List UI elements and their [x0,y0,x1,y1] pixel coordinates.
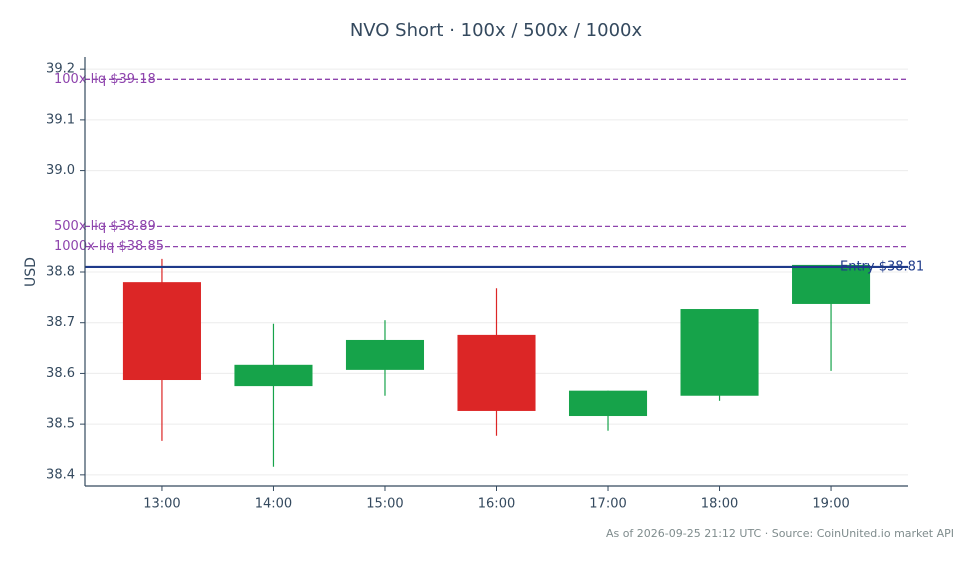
y-tick-label: 38.8 [46,265,75,280]
x-tick-label: 15:00 [366,497,403,512]
y-tick-label: 38.5 [46,417,75,432]
candle-body [457,334,536,411]
candle-body [122,282,201,381]
x-tick-label: 19:00 [812,497,849,512]
y-tick-label: 39.0 [46,163,75,178]
footer: As of 2026-09-25 21:12 UTC · Source: Coi… [606,527,954,540]
y-tick-label: 39.2 [46,62,75,77]
candle-body [792,264,871,304]
chart-title: NVO Short · 100x / 500x / 1000x [350,20,643,41]
x-tick-label: 16:00 [478,497,515,512]
y-tick-label: 39.1 [46,112,75,127]
x-tick-label: 14:00 [255,497,292,512]
x-tick-label: 18:00 [701,497,738,512]
reference-label: Entry $38.81 [840,259,924,274]
reference-label: 500x liq $38.89 [54,219,156,234]
candle-body [568,390,648,417]
candle-body [345,339,425,370]
candle-body [680,309,759,396]
reference-label: 100x liq $39.18 [54,72,156,87]
y-tick-label: 38.7 [46,315,75,330]
x-tick-label: 17:00 [589,497,626,512]
x-tick-label: 13:00 [143,497,180,512]
reference-label: 1000x liq $38.85 [54,239,164,254]
y-axis-label: USD [23,257,39,287]
y-tick-label: 38.4 [46,467,75,482]
candle-body [234,364,313,387]
y-tick-label: 38.6 [46,366,75,381]
